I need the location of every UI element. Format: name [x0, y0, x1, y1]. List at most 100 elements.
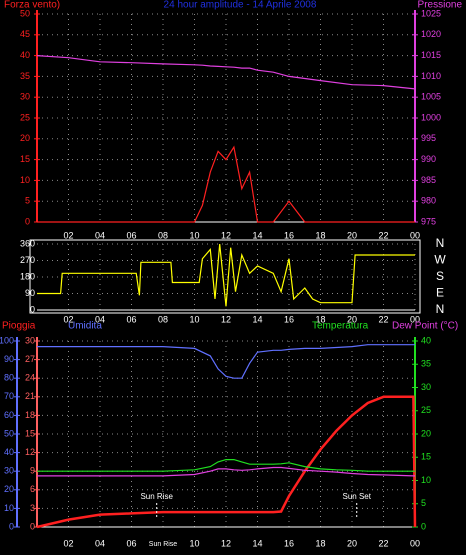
y-tick-label: 0	[25, 216, 30, 226]
y2-tick-label: 1015	[421, 50, 441, 60]
y2-tick-label: 30	[421, 382, 431, 392]
y2-tick-label: 40	[421, 335, 431, 345]
y-tick-label: 60	[4, 410, 14, 420]
y-tick-label: 45	[20, 29, 30, 39]
x-tick-label: 00	[410, 538, 420, 548]
y2-tick-label: 980	[421, 196, 436, 206]
x-tick-label: 02	[63, 314, 73, 324]
y-tick-label: 180	[20, 271, 35, 281]
y-tick-label: 360	[20, 238, 35, 248]
x-tick-label: 22	[378, 538, 388, 548]
y2-tick-label: W	[434, 253, 446, 267]
series-line	[36, 395, 417, 529]
y3-tick-label: 9	[30, 466, 35, 476]
x-tick-label: 06	[126, 230, 136, 240]
y2-tick-label: 15	[421, 452, 431, 462]
x-tick-label: 08	[158, 230, 168, 240]
x-tick-label: 16	[284, 230, 294, 240]
y3-tick-label: 18	[25, 410, 35, 420]
y-tick-label: 15	[20, 154, 30, 164]
y-tick-label: 10	[20, 175, 30, 185]
legend-label: Umidita	[68, 321, 102, 332]
y-tick-label: 70	[4, 391, 14, 401]
x-tick-label: 12	[221, 314, 231, 324]
y2-tick-label: 10	[421, 475, 431, 485]
y2-tick-label: 1010	[421, 71, 441, 81]
y2-tick-label: 1000	[421, 112, 441, 122]
series-line	[36, 55, 416, 90]
y3-tick-label: 24	[25, 373, 35, 383]
y2-tick-label: 985	[421, 175, 436, 185]
y3-tick-label: 30	[25, 335, 35, 345]
x-tick-label: 00	[410, 314, 420, 324]
y-tick-label: 50	[20, 8, 30, 18]
y2-tick-label: 990	[421, 154, 436, 164]
x-tick-label: 10	[189, 314, 199, 324]
y2-tick-label: 25	[421, 405, 431, 415]
x-tick-label: 12	[221, 538, 231, 548]
y2-tick-label: N	[436, 236, 445, 250]
x-tick-label: 10	[189, 538, 199, 548]
y2-tick-label: S	[436, 269, 444, 283]
y2-tick-label: 1020	[421, 29, 441, 39]
y2-tick-label: 20	[421, 428, 431, 438]
annotation: Sun Set	[342, 492, 371, 501]
y2-tick-label: 1025	[421, 8, 441, 18]
x-tick-label: 06	[126, 314, 136, 324]
x-tick-label: 20	[347, 538, 357, 548]
y-tick-label: 25	[20, 112, 30, 122]
x-tick-label: 16	[284, 538, 294, 548]
series-line	[37, 459, 415, 472]
x-tick-label: 20	[347, 230, 357, 240]
y2-tick-label: 995	[421, 133, 436, 143]
y2-tick-label: 35	[421, 359, 431, 369]
y-tick-label: 40	[20, 50, 30, 60]
x-tick-label: 22	[378, 230, 388, 240]
y-tick-label: 35	[20, 71, 30, 81]
legend-label: Temperatura	[312, 321, 369, 332]
legend-label: Forza vento)	[4, 0, 60, 11]
chart-title: 24 hour amplitude - 14 Aprile 2008	[164, 0, 317, 11]
y-tick-label: 80	[4, 373, 14, 383]
x-tick-label: 22	[378, 314, 388, 324]
y3-tick-label: 15	[25, 428, 35, 438]
series-line	[37, 466, 415, 477]
x-tick-label: 12	[221, 230, 231, 240]
legend-label: Pioggia	[2, 321, 36, 332]
x-tick-label: 14	[252, 230, 262, 240]
x-tick-label: 18	[315, 538, 325, 548]
y-tick-label: 5	[25, 196, 30, 206]
x-tick-label: 10	[189, 230, 199, 240]
x-tick-label: 02	[63, 538, 73, 548]
series-line	[37, 145, 415, 223]
y-tick-label: 40	[4, 447, 14, 457]
y-tick-label: 90	[4, 354, 14, 364]
y2-tick-label: 1005	[421, 92, 441, 102]
y-tick-label: 20	[4, 484, 14, 494]
y3-tick-label: 12	[25, 447, 35, 457]
x-tick-label: 06	[126, 538, 136, 548]
y-tick-label: 270	[20, 255, 35, 265]
x-tick-label: 16	[284, 314, 294, 324]
y2-tick-label: N	[436, 302, 445, 316]
annotation: Sun Rise	[140, 492, 173, 501]
x-tick-label: 02	[63, 230, 73, 240]
y-tick-label: 0	[30, 304, 35, 314]
x-tick-label: 08	[158, 314, 168, 324]
y-tick-label: 30	[20, 92, 30, 102]
y3-tick-label: 0	[30, 521, 35, 531]
y-tick-label: 10	[4, 503, 14, 513]
x-tick-label: 04	[95, 230, 105, 240]
series-line	[37, 344, 415, 379]
y-tick-label: 30	[4, 466, 14, 476]
x-tick-label: 04	[95, 314, 105, 324]
legend-label: Pressione	[418, 0, 463, 11]
y3-tick-label: 3	[30, 503, 35, 513]
y3-tick-label: 21	[25, 391, 35, 401]
y2-tick-label: E	[436, 286, 444, 300]
legend-label: Dew Point (°C)	[392, 321, 458, 332]
y-tick-label: 0	[9, 521, 14, 531]
y-tick-label: 50	[4, 428, 14, 438]
x-tick-label: 20	[347, 314, 357, 324]
